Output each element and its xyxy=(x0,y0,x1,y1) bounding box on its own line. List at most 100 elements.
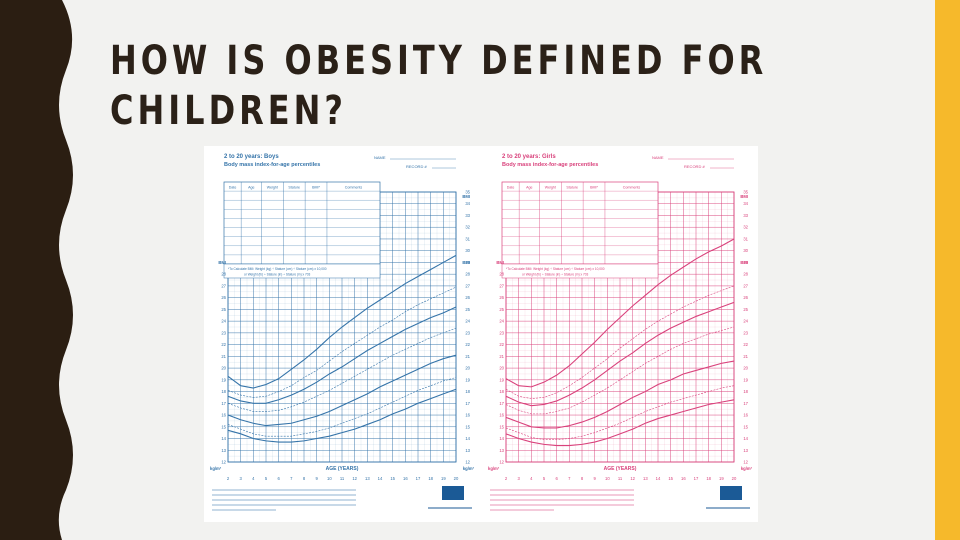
boys-bmi-chart: 2 to 20 years: Boys Body mass index-for-a… xyxy=(210,154,475,511)
percentile-curve-4 xyxy=(227,306,457,404)
record-table-header: Weight xyxy=(545,186,556,190)
y-tick-label-right: 21 xyxy=(465,354,470,359)
record-table-header: BMI* xyxy=(312,186,320,190)
x-tick-label: 3 xyxy=(517,476,520,481)
y-tick-label-right: 29 xyxy=(465,260,470,265)
y-tick-label-right: 30 xyxy=(743,248,748,253)
x-tick-label: 16 xyxy=(403,476,408,481)
y-tick-label-right: 16 xyxy=(743,413,748,418)
percentile-curve-5 xyxy=(227,286,457,398)
y-tick-label-right: 18 xyxy=(465,389,470,394)
left-decorative-band xyxy=(0,0,73,540)
percentile-curve-4 xyxy=(505,301,735,407)
y-tick-label-right: 19 xyxy=(465,377,470,382)
y-tick-label-right: 16 xyxy=(465,413,470,418)
y-tick-label-right: 15 xyxy=(465,424,470,429)
record-label: RECORD # xyxy=(684,164,705,169)
y-tick-label-left: 27 xyxy=(221,283,226,288)
y-tick-label-right: 35 xyxy=(743,190,748,195)
x-tick-label: 15 xyxy=(390,476,395,481)
y-tick-label-left: 12 xyxy=(221,460,226,465)
slide-title-line1: HOW IS OBESITY DEFINED FOR xyxy=(110,38,768,84)
y-tick-label-left: 20 xyxy=(221,366,226,371)
y-tick-label-right: 32 xyxy=(743,225,748,230)
record-table-header: Date xyxy=(229,186,237,190)
record-table-header: Comments xyxy=(345,186,363,190)
x-tick-label: 4 xyxy=(530,476,533,481)
y-tick-label-right: 34 xyxy=(743,201,748,206)
x-tick-label: 20 xyxy=(732,476,737,481)
formula-box xyxy=(501,263,659,279)
y-tick-label-right: 24 xyxy=(465,319,470,324)
percentile-curve-0 xyxy=(227,388,457,443)
y-tick-label-left: 19 xyxy=(499,377,504,382)
y-tick-label-right: 32 xyxy=(465,225,470,230)
y-axis-label-right-mid: BMI xyxy=(462,260,470,265)
chart-subtitle: Body mass index-for-age percentiles xyxy=(224,162,320,168)
x-tick-label: 12 xyxy=(630,476,635,481)
y-tick-label-left: 18 xyxy=(499,389,504,394)
y-tick-label-left: 25 xyxy=(499,307,504,312)
y-tick-label-right: 35 xyxy=(465,190,470,195)
y-tick-label-right: 21 xyxy=(743,354,748,359)
y-tick-label-right: 31 xyxy=(743,236,748,241)
x-tick-label: 6 xyxy=(277,476,280,481)
record-table-header: Age xyxy=(526,186,532,190)
y-tick-label-right: 19 xyxy=(743,377,748,382)
y-tick-label-left: 26 xyxy=(499,295,504,300)
y-tick-label-right: 14 xyxy=(465,436,470,441)
x-tick-label: 15 xyxy=(668,476,673,481)
record-table-header: Age xyxy=(248,186,254,190)
y-axis-label-right-mid: BMI xyxy=(740,260,748,265)
y-axis-label-right: BMI xyxy=(740,194,748,199)
y-tick-label-left: 24 xyxy=(499,319,504,324)
y-tick-label-right: 13 xyxy=(743,448,748,453)
y-tick-label-right: 26 xyxy=(743,295,748,300)
percentile-curve-3 xyxy=(505,326,735,415)
y-tick-label-right: 17 xyxy=(465,401,470,406)
x-tick-label: 8 xyxy=(303,476,306,481)
y-tick-label-right: 12 xyxy=(743,460,748,465)
x-axis-label: AGE (YEARS) xyxy=(604,466,637,472)
name-label: NAME xyxy=(374,155,386,160)
y-tick-label-left: 13 xyxy=(499,448,504,453)
y-tick-label-left: 22 xyxy=(221,342,226,347)
x-tick-label: 12 xyxy=(352,476,357,481)
x-tick-label: 7 xyxy=(290,476,293,481)
x-tick-label: 9 xyxy=(593,476,596,481)
y-tick-label-right: 34 xyxy=(465,201,470,206)
chart-title: 2 to 20 years: Boys xyxy=(224,154,279,160)
percentile-curve-3 xyxy=(227,327,457,412)
record-table xyxy=(501,181,659,265)
record-table-header: BMI* xyxy=(590,186,598,190)
x-tick-label: 13 xyxy=(365,476,370,481)
x-tick-label: 4 xyxy=(252,476,255,481)
slide-title-line2: CHILDREN? xyxy=(110,88,347,134)
record-table-header: Stature xyxy=(288,186,300,190)
x-tick-label: 14 xyxy=(656,476,661,481)
y-tick-label-left: 25 xyxy=(221,307,226,312)
x-tick-label: 18 xyxy=(428,476,433,481)
x-tick-label: 2 xyxy=(505,476,508,481)
percentile-curve-5 xyxy=(505,285,735,399)
y-tick-label-left: 17 xyxy=(499,401,504,406)
x-tick-label: 19 xyxy=(441,476,446,481)
y-tick-label-right: 24 xyxy=(743,319,748,324)
y-tick-label-left: 21 xyxy=(499,354,504,359)
y-tick-label-left: 15 xyxy=(221,424,226,429)
y-tick-label-right: 27 xyxy=(743,283,748,288)
x-tick-label: 16 xyxy=(681,476,686,481)
y-tick-label-right: 17 xyxy=(743,401,748,406)
bmi-charts-image: 2 to 20 years: Boys Body mass index-for-a… xyxy=(204,146,758,522)
y-tick-label-right: 25 xyxy=(465,307,470,312)
x-tick-label: 10 xyxy=(327,476,332,481)
formula-text-2: or Weight (lb) ÷ Stature (in) ÷ Stature … xyxy=(244,273,311,277)
y-tick-label-right: 29 xyxy=(743,260,748,265)
record-table xyxy=(223,181,381,265)
y-tick-label-right: 31 xyxy=(465,236,470,241)
cdc-logo-icon xyxy=(442,486,464,500)
percentile-curve-2 xyxy=(505,360,735,429)
y-tick-label-left: 13 xyxy=(221,448,226,453)
y-tick-label-left: 19 xyxy=(221,377,226,382)
y-tick-label-left: 15 xyxy=(499,424,504,429)
